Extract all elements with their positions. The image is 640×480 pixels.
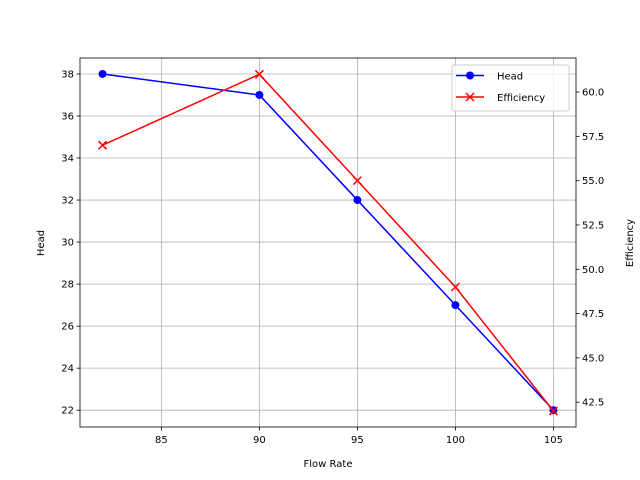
x-tick-label: 90: [253, 435, 266, 446]
y-left-tick-label: 24: [61, 364, 74, 375]
y-right-tick-label: 50.0: [582, 265, 604, 276]
x-axis-label: Flow Rate: [304, 459, 353, 470]
axes-frame: [79, 57, 577, 428]
x-tick-label: 95: [351, 435, 364, 446]
data-point-efficiency: [254, 69, 264, 79]
data-point-head: [451, 301, 460, 310]
x-tick-label: 85: [155, 435, 168, 446]
y-left-tick-label: 28: [61, 280, 74, 291]
legend-head-marker: [466, 71, 474, 80]
y-left-tick-label: 22: [61, 406, 74, 417]
y-left-tick-label: 32: [61, 196, 74, 207]
y-axis-label-right: Efficiency: [625, 219, 636, 267]
x-tick-label: 100: [446, 435, 465, 446]
x-tick-label: 105: [544, 435, 563, 446]
legend-efficiency-label: Efficiency: [497, 93, 545, 104]
y-left-tick-label: 34: [61, 154, 74, 165]
data-point-head: [98, 69, 107, 78]
y-right-tick-label: 57.5: [582, 132, 604, 143]
series-layer: [98, 69, 558, 416]
y-left-tick-label: 26: [61, 322, 74, 333]
data-point-efficiency: [98, 140, 108, 150]
y-axis-label-left: Head: [36, 230, 47, 256]
legend-box: [451, 64, 570, 112]
data-point-efficiency: [450, 282, 460, 292]
legend-head-label: Head: [497, 72, 523, 83]
ticks: 85 90 95 100 105 22 24 26 28 30 32 34 36 38 42.5 45.0 47…: [61, 69, 604, 446]
y-right-tick-label: 60.0: [582, 88, 604, 99]
y-right-tick-label: 45.0: [582, 353, 604, 364]
y-right-tick-label: 52.5: [582, 220, 604, 231]
y-left-tick-label: 38: [61, 69, 74, 80]
y-right-tick-label: 42.5: [582, 398, 604, 409]
y-right-tick-label: 47.5: [582, 309, 604, 320]
data-point-efficiency: [548, 406, 558, 416]
legend-efficiency-marker: [465, 92, 475, 102]
grid: [80, 58, 576, 427]
y-left-tick-label: 36: [61, 111, 74, 122]
data-point-head: [353, 196, 362, 205]
data-point-head: [255, 90, 264, 99]
data-point-efficiency: [352, 176, 362, 186]
y-left-tick-label: 30: [61, 238, 74, 249]
legend: Head Efficiency: [451, 64, 570, 112]
y-right-tick-label: 55.0: [582, 176, 604, 187]
